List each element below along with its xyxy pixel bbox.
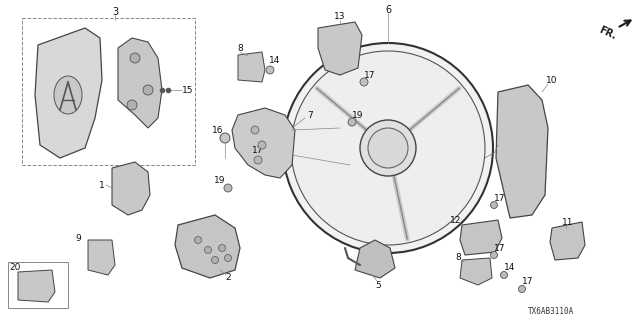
Polygon shape [175, 215, 240, 278]
Circle shape [368, 128, 408, 168]
Text: 17: 17 [252, 146, 264, 155]
Circle shape [127, 100, 137, 110]
Bar [22, 18, 195, 165]
Text: 17: 17 [494, 244, 506, 252]
Polygon shape [550, 222, 585, 260]
Polygon shape [318, 22, 362, 75]
Text: 17: 17 [494, 194, 506, 203]
Polygon shape [496, 85, 548, 218]
Circle shape [490, 252, 497, 259]
Text: 9: 9 [75, 234, 81, 243]
Circle shape [211, 257, 218, 263]
Circle shape [218, 244, 225, 252]
Text: 14: 14 [269, 55, 281, 65]
Circle shape [291, 51, 485, 245]
Circle shape [360, 78, 368, 86]
Text: 7: 7 [307, 110, 313, 119]
Polygon shape [355, 240, 395, 278]
Circle shape [220, 133, 230, 143]
Circle shape [225, 254, 232, 261]
Text: TX6AB3110A: TX6AB3110A [528, 308, 574, 316]
Circle shape [258, 141, 266, 149]
Polygon shape [88, 240, 115, 275]
Circle shape [251, 126, 259, 134]
Text: 17: 17 [522, 277, 534, 286]
Circle shape [266, 66, 274, 74]
Text: 20: 20 [10, 263, 20, 273]
Text: 19: 19 [214, 175, 226, 185]
Circle shape [490, 202, 497, 209]
Text: 16: 16 [212, 125, 224, 134]
Polygon shape [18, 270, 55, 302]
Text: 8: 8 [237, 44, 243, 52]
Circle shape [143, 85, 153, 95]
Polygon shape [112, 162, 150, 215]
Polygon shape [460, 220, 502, 255]
Circle shape [254, 156, 262, 164]
Circle shape [500, 271, 508, 278]
Text: 3: 3 [112, 7, 118, 17]
Circle shape [130, 53, 140, 63]
Circle shape [348, 118, 356, 126]
Polygon shape [460, 258, 492, 285]
Polygon shape [35, 28, 102, 158]
Text: 6: 6 [385, 5, 391, 15]
Text: 12: 12 [451, 215, 461, 225]
Text: 19: 19 [352, 110, 364, 119]
Polygon shape [118, 38, 162, 128]
Circle shape [224, 184, 232, 192]
Text: 5: 5 [375, 281, 381, 290]
Circle shape [283, 43, 493, 253]
Circle shape [518, 285, 525, 292]
Polygon shape [238, 52, 265, 82]
Text: 8: 8 [455, 253, 461, 262]
Circle shape [205, 246, 211, 253]
Text: 13: 13 [334, 12, 346, 20]
Text: 15: 15 [182, 85, 194, 94]
Text: 2: 2 [225, 274, 231, 283]
Polygon shape [232, 108, 295, 178]
Bar [8, 262, 68, 308]
Text: 1: 1 [99, 180, 105, 189]
Text: 17: 17 [364, 70, 376, 79]
Text: FR.: FR. [598, 25, 618, 41]
Text: 10: 10 [547, 76, 557, 84]
Text: 11: 11 [563, 218, 573, 227]
Circle shape [360, 120, 416, 176]
Ellipse shape [54, 76, 82, 114]
Text: 14: 14 [504, 263, 516, 273]
Circle shape [195, 236, 202, 244]
